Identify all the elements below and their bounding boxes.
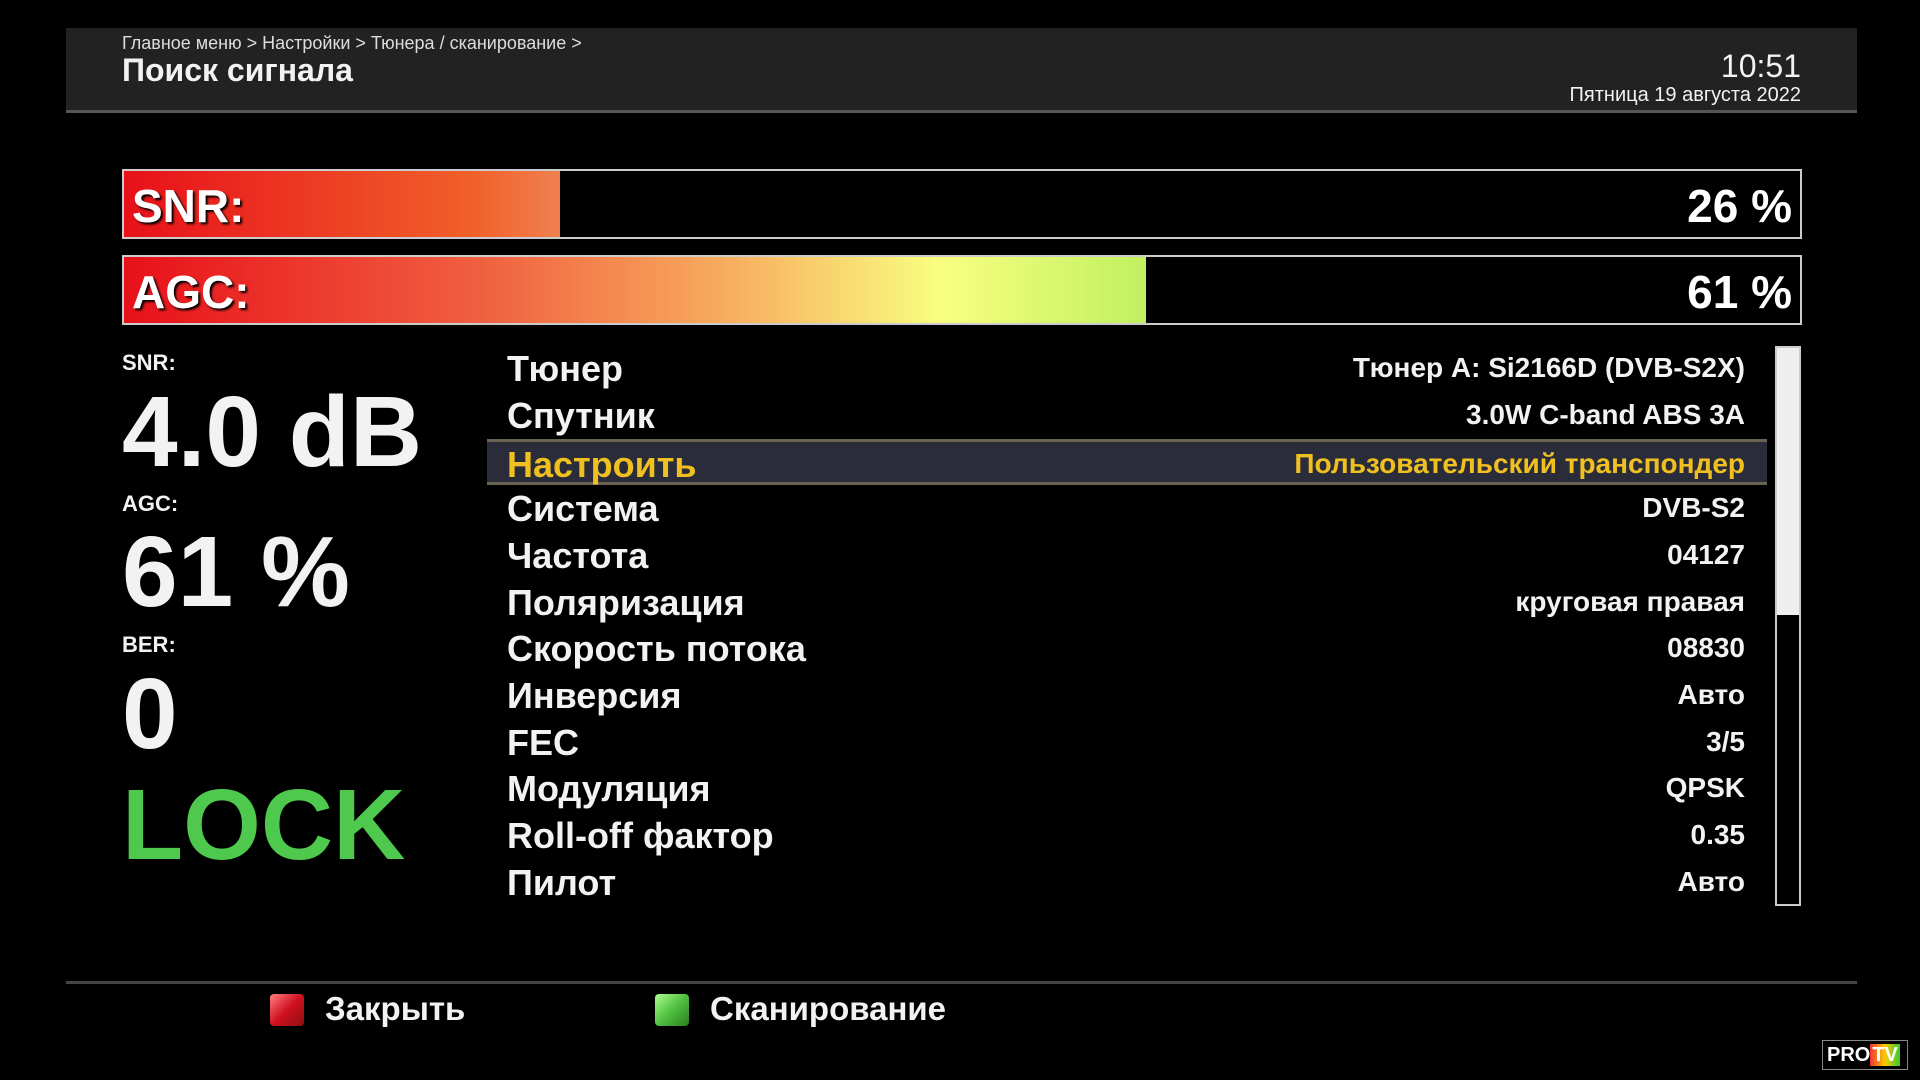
row-value: Авто xyxy=(1677,865,1745,897)
row-value: круговая правая xyxy=(1515,585,1745,617)
red-key-icon xyxy=(270,994,304,1026)
scan-button[interactable]: Сканирование xyxy=(710,990,947,1027)
ber-label: BER: xyxy=(122,632,176,657)
list-item-row[interactable]: Roll-off фактор 0.35 xyxy=(487,813,1767,859)
row-value: 3.0W C-band ABS 3A xyxy=(1466,398,1745,430)
row-label: Тюнер xyxy=(507,348,624,389)
row-label: Поляризация xyxy=(507,581,745,623)
ber-value: 0 xyxy=(122,658,178,770)
list-item-row[interactable]: Частота 04127 xyxy=(487,533,1767,579)
row-label: Система xyxy=(507,488,659,530)
agc-bar: AGC: 61 % xyxy=(122,255,1802,325)
row-label: FEC xyxy=(507,721,579,763)
scrollbar[interactable] xyxy=(1775,346,1801,906)
page-title: Поиск сигнала xyxy=(122,52,353,88)
agc-value: 61 % xyxy=(122,516,350,628)
row-label: Roll-off фактор xyxy=(507,815,774,856)
list-item-row[interactable]: Инверсия Авто xyxy=(487,673,1767,719)
snr-bar-value: 26 % xyxy=(1687,180,1792,232)
clock-time: 10:51 xyxy=(1720,48,1801,84)
breadcrumb: Главное меню > Настройки > Тюнера / скан… xyxy=(122,33,582,53)
list-item-row[interactable]: FEC 3/5 xyxy=(487,720,1767,766)
list-item-row[interactable]: Поляризация круговая правая xyxy=(487,580,1767,626)
scrollbar-thumb[interactable] xyxy=(1777,348,1799,615)
row-label: Инверсия xyxy=(507,674,682,716)
row-label: Спутник xyxy=(507,394,655,436)
snr-bar: SNR: 26 % xyxy=(122,169,1802,239)
snr-bar-label: SNR: xyxy=(132,180,245,232)
row-label: Частота xyxy=(507,534,649,576)
list-item-row[interactable]: Спутник 3.0W C-band ABS 3A xyxy=(487,393,1767,439)
list-item-row[interactable]: Система DVB-S2 xyxy=(487,486,1767,532)
snr-label: SNR: xyxy=(122,350,176,375)
row-value: Авто xyxy=(1677,678,1745,710)
list-item-row[interactable]: Скорость потока 08830 xyxy=(487,626,1767,672)
row-label: Скорость потока xyxy=(507,628,806,670)
row-value: 3/5 xyxy=(1706,725,1745,757)
snr-bar-fill xyxy=(124,171,560,237)
row-label: Пилот xyxy=(507,861,617,903)
row-value: Пользовательский транспондер xyxy=(1294,448,1745,480)
row-value: 0.35 xyxy=(1690,819,1746,850)
row-value: 08830 xyxy=(1667,632,1745,664)
agc-bar-fill xyxy=(124,257,1147,323)
list-item-row[interactable]: Настроить Пользовательский транспондер xyxy=(487,439,1767,486)
row-label: Модуляция xyxy=(507,768,711,810)
green-key-icon xyxy=(655,994,689,1026)
row-value: DVB-S2 xyxy=(1642,492,1745,524)
list-item-row[interactable]: Пилот Авто xyxy=(487,860,1767,906)
row-value: QPSK xyxy=(1665,772,1745,804)
agc-bar-label: AGC: xyxy=(132,266,250,318)
clock-date: Пятница 19 августа 2022 xyxy=(1569,84,1801,106)
lock-status: LOCK xyxy=(122,769,406,881)
agc-bar-value: 61 % xyxy=(1687,266,1792,318)
row-label: Настроить xyxy=(507,444,697,486)
agc-label: AGC: xyxy=(122,491,179,516)
close-button[interactable]: Закрыть xyxy=(325,990,466,1027)
row-value: 04127 xyxy=(1667,538,1745,570)
header: Главное меню > Настройки > Тюнера / скан… xyxy=(66,28,1857,113)
list-item-row[interactable]: Тюнер Тюнер A: Si2166D (DVB-S2X) xyxy=(487,346,1767,392)
footer-divider xyxy=(66,981,1857,984)
snr-value: 4.0 dB xyxy=(122,376,423,488)
row-value: Тюнер A: Si2166D (DVB-S2X) xyxy=(1352,352,1745,383)
list-item-row[interactable]: Модуляция QPSK xyxy=(487,766,1767,812)
protv-logo: PRO TV xyxy=(1822,1040,1908,1070)
